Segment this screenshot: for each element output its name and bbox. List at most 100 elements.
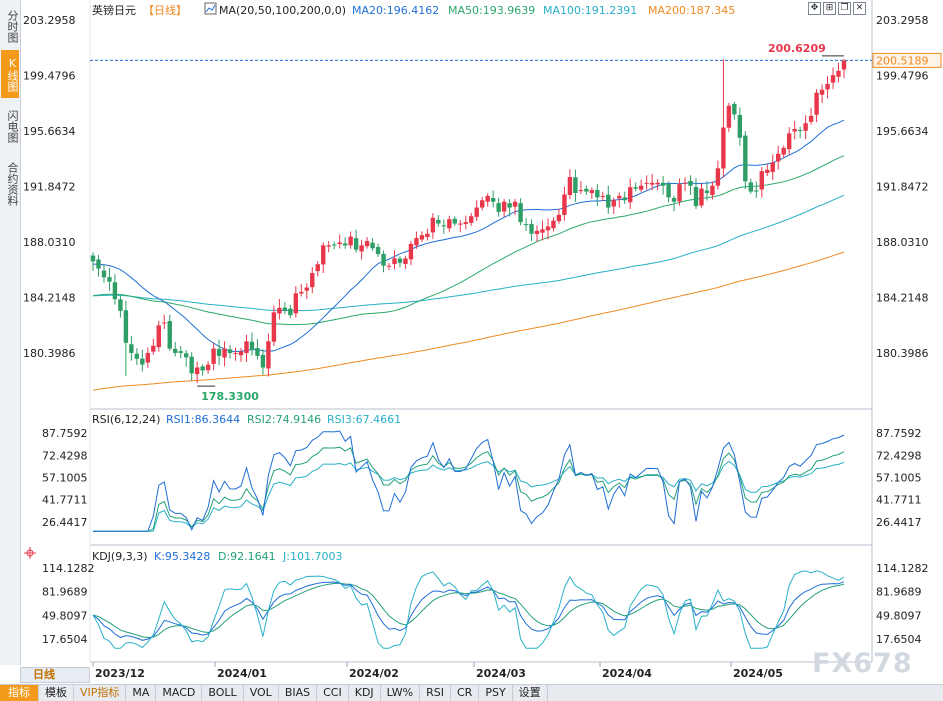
candle-up [244,334,249,362]
candle-down [660,175,666,195]
candle-up [617,192,622,208]
candle-down [622,191,627,204]
rsi-tick-left: 57.1005 [42,471,88,484]
low-label: 178.3300 [201,390,259,403]
price-axis: 203.2958 203.2958 199.4796 199.4796 195.6634… [23,14,929,360]
candle-down [101,264,107,283]
candle-up [776,145,781,170]
candle-up [808,107,814,125]
candle-up [644,175,649,190]
candle-up [233,347,238,361]
rsi-tick-left: 26.4417 [42,516,88,529]
toolbar-0[interactable]: 指标 [0,685,39,701]
candle-up [474,200,479,222]
price-tick-left: 188.0310 [23,236,76,249]
tab-flash-chart[interactable]: 闪电图 [6,109,19,143]
kdj-tick-left: 81.9689 [42,586,88,599]
candle-up [682,177,688,192]
toolbar-5[interactable]: BOLL [202,685,244,701]
kdj-k-value: K:95.3428 [154,550,210,563]
candle-up [836,62,841,83]
candle-up [726,102,732,132]
toolbar-1[interactable]: 模板 [39,685,74,701]
candle-up [321,242,326,273]
ma100-line [92,194,845,312]
ma20-value: MA20:196.4162 [352,4,439,17]
toolbar-11[interactable]: RSI [420,685,451,701]
candle-up [326,240,331,253]
date-tick: 2023/12 [95,667,145,680]
close-icon[interactable]: ✕ [853,2,866,15]
tab-timeshare[interactable]: 分时图 [6,9,19,43]
candle-up [194,361,200,384]
kdj-tick-left: 17.6504 [42,633,88,646]
tab-contract-info[interactable]: 合约资料 [6,162,19,206]
candle-up [392,250,397,270]
date-tick: 2024/04 [602,667,652,680]
candle-down [595,184,600,207]
toolbar-6[interactable]: VOL [244,685,279,701]
toolbar-3[interactable]: MA [126,685,157,701]
candle-down [255,339,260,360]
candle-up [425,228,430,241]
candle-up [271,305,277,346]
price-tick-left: 203.2958 [23,14,76,27]
candle-up [611,197,616,214]
toolbar-4[interactable]: MACD [156,685,203,701]
kdj-tick-left: 114.1282 [42,562,95,575]
toolbar-13[interactable]: PSY [479,685,513,701]
candle-up [628,178,633,210]
candle-down [183,350,189,367]
ma50-line [92,155,845,326]
date-axis: 2023/12 2024/01 2024/02 2024/03 2024/04 2024/… [92,662,783,680]
candle-up [414,231,419,249]
candle-up [677,178,682,206]
candle-up [463,215,468,230]
last-price-box [872,52,942,68]
candle-down [737,107,743,146]
candle-up [485,193,490,207]
candle-up [600,191,606,202]
candle-down [754,181,759,198]
toolbar-14[interactable]: 设置 [513,685,548,701]
indicator-toolbar: 指标 模板 VIP指标 MA MACD BOLL VOL BIAS CCI KDJ LW% RSI CR… [0,684,943,701]
candle-down [342,237,348,249]
candle-up [447,215,452,232]
candle-up [770,154,775,180]
symbol-name: 英镑日元 [92,3,136,17]
candle-up [480,196,485,211]
candle-up [830,67,836,90]
date-tick: 2024/01 [217,667,267,680]
kdj-settings-icon[interactable] [24,547,36,559]
candle-down [688,175,693,195]
candle-down [666,181,671,203]
candle-down [134,348,140,366]
toolbar-7[interactable]: BIAS [279,685,318,701]
restore-icon[interactable]: ❐ [838,2,851,15]
toolbar-8[interactable]: CCI [317,685,349,701]
kdj-tick-right: 17.6504 [876,633,922,646]
toolbar-9[interactable]: KDJ [349,685,381,701]
candle-down [436,214,441,227]
period-button[interactable]: 日线 [20,667,90,683]
candle-up [819,84,825,104]
toolbar-12[interactable]: CR [451,685,480,701]
candle-down [529,219,534,242]
candle-down [353,229,359,253]
ma-params: MA(20,50,100,200,0,0) [219,4,346,17]
candle-up [841,58,847,79]
price-tick-left: 184.2148 [23,292,76,305]
candle-up [364,237,370,249]
tab-kline[interactable]: K线图 [1,50,19,98]
move-icon[interactable]: ✥ [808,2,821,15]
candle-up [534,225,540,242]
toolbar-2[interactable]: VIP指标 [74,685,127,701]
split-icon[interactable]: ⊞ [823,2,836,15]
candle-up [337,234,342,249]
candle-down [496,197,501,217]
rsi1-line [93,430,845,532]
candle-up [145,347,151,368]
date-tick: 2024/05 [733,667,783,680]
toolbar-10[interactable]: LW% [381,685,421,701]
